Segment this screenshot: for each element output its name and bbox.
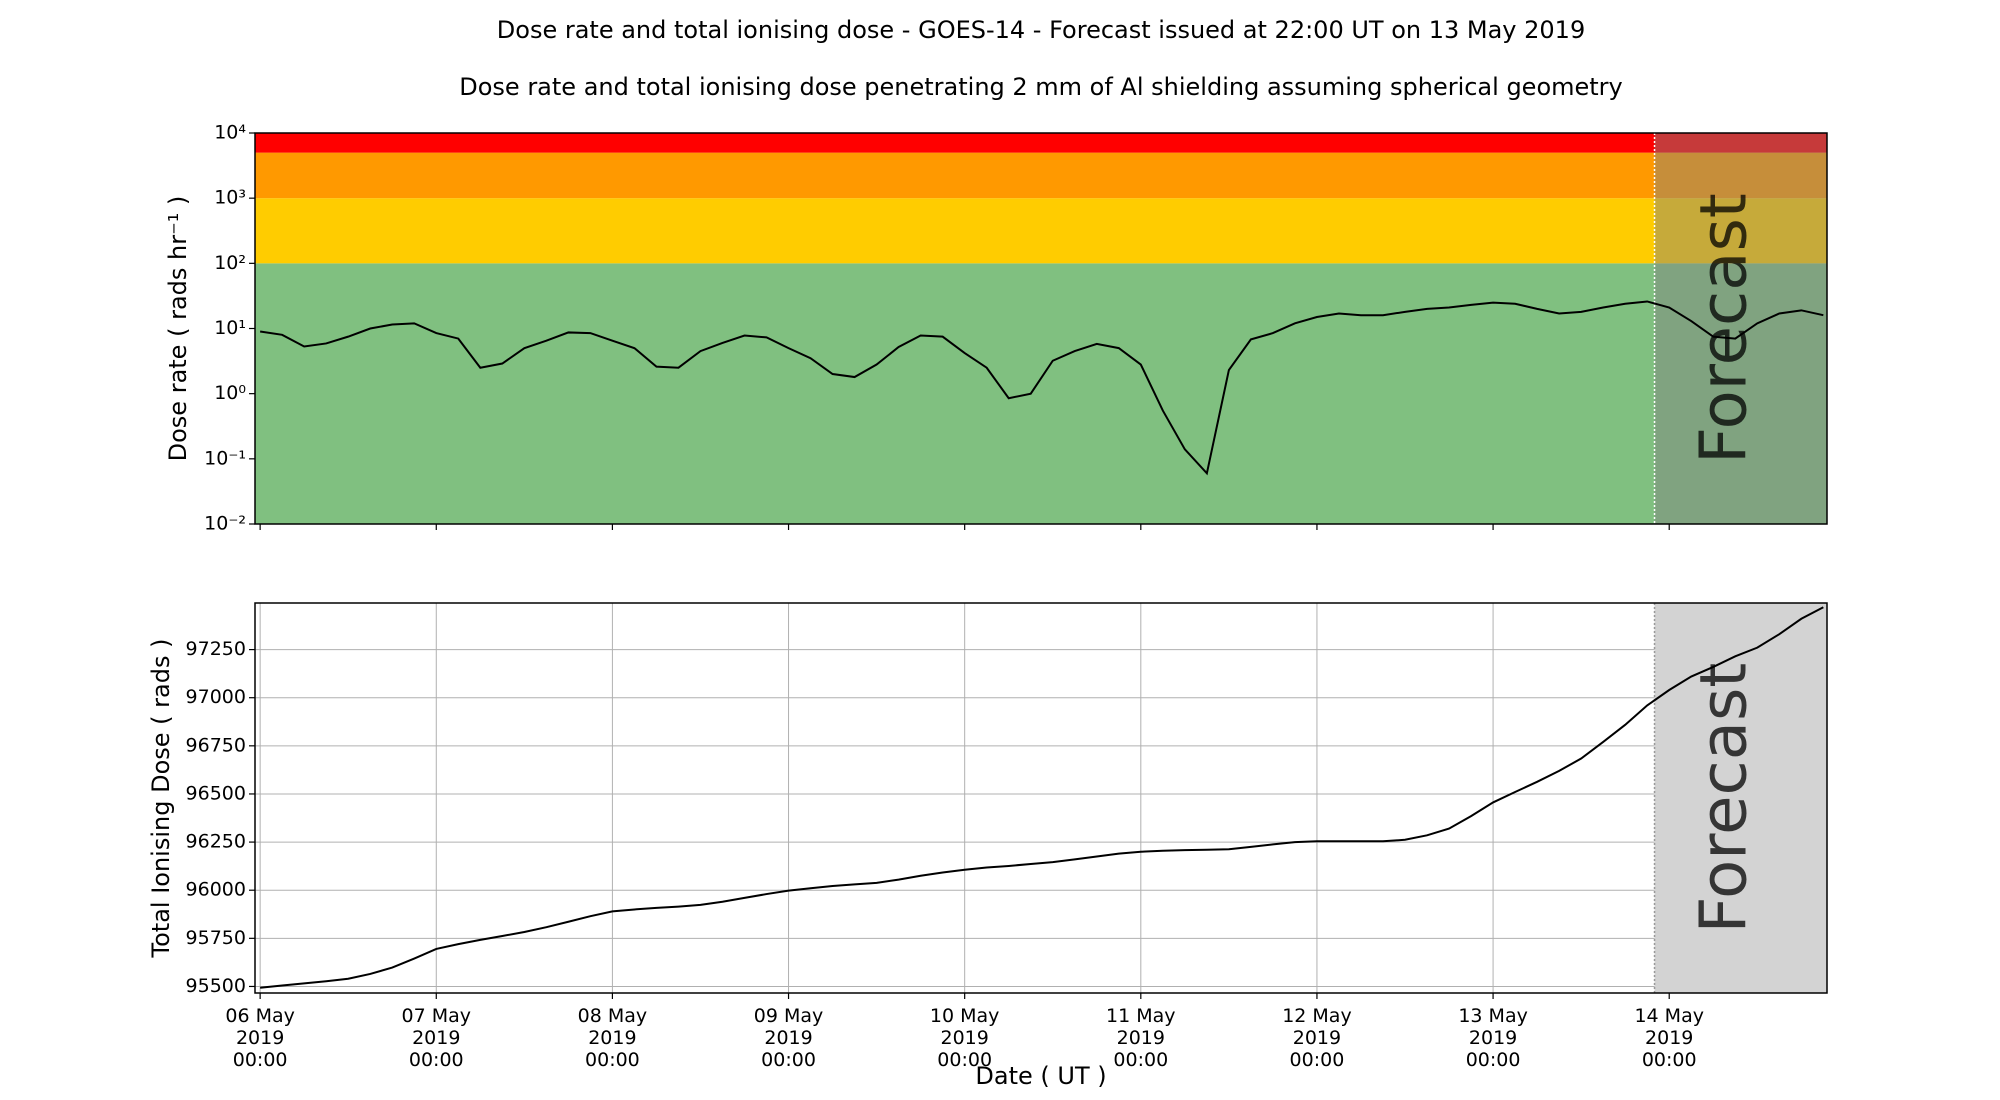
y-tick-label: 96500 [186, 782, 246, 804]
alert-band [255, 263, 1827, 524]
x-tick-label-line: 00:00 [585, 1049, 640, 1071]
y-tick-label: 10⁴ [214, 122, 246, 144]
x-tick-label-line: 06 May [225, 1005, 295, 1027]
x-tick-label-line: 2019 [588, 1027, 636, 1049]
x-tick-label-line: 2019 [1117, 1027, 1165, 1049]
y-tick-label: 95750 [186, 927, 246, 949]
x-tick-label-line: 10 May [930, 1005, 1000, 1027]
y-tick-label: 10⁰ [214, 382, 246, 404]
x-tick-label-line: 07 May [402, 1005, 472, 1027]
y-tick-label: 97250 [186, 638, 246, 660]
x-tick-label-line: 00:00 [1466, 1049, 1521, 1071]
data-line [259, 300, 1824, 476]
x-tick-label: 08 May 2019 00:00 [578, 1005, 648, 1071]
x-tick-label-line: 00:00 [937, 1049, 992, 1071]
x-tick-label: 11 May 2019 00:00 [1106, 1005, 1176, 1071]
figure-title: Dose rate and total ionising dose - GOES… [497, 16, 1585, 44]
y-tick-label: 97000 [186, 686, 246, 708]
x-tick-label-line: 00:00 [1290, 1049, 1345, 1071]
y-tick-label: 96750 [186, 734, 246, 756]
y-tick-label: 10¹ [214, 317, 246, 339]
y-tick-label: 95500 [186, 975, 246, 997]
x-tick-label: 13 May 2019 00:00 [1458, 1005, 1528, 1071]
x-tick-label-line: 14 May [1634, 1005, 1704, 1027]
x-tick-label-line: 00:00 [761, 1049, 816, 1071]
plot-frame [254, 602, 1828, 994]
x-tick-label-line: 12 May [1282, 1005, 1352, 1027]
y-tick-label: 10⁻² [204, 513, 246, 535]
y-tick-label: 10² [214, 252, 246, 274]
x-tick-label-line: 2019 [1469, 1027, 1517, 1049]
x-tick-label: 10 May 2019 00:00 [930, 1005, 1000, 1071]
x-tick-label-line: 08 May [578, 1005, 648, 1027]
x-axis-label: Date ( UT ) [975, 1062, 1106, 1090]
x-tick-label-line: 2019 [1293, 1027, 1341, 1049]
x-tick-label-line: 2019 [236, 1027, 284, 1049]
y-tick-label: 10⁻¹ [204, 447, 246, 469]
y-tick-label: 96250 [186, 831, 246, 853]
alert-band [255, 152, 1827, 199]
x-tick-label-line: 00:00 [1113, 1049, 1168, 1071]
figure-subtitle: Dose rate and total ionising dose penetr… [459, 73, 1623, 101]
x-tick-label: 14 May 2019 00:00 [1634, 1005, 1704, 1071]
x-tick-label-line: 2019 [764, 1027, 812, 1049]
x-tick-label-line: 00:00 [409, 1049, 464, 1071]
x-tick-label: 06 May 2019 00:00 [225, 1005, 295, 1071]
x-tick-label-line: 2019 [412, 1027, 460, 1049]
x-tick-label-line: 13 May [1458, 1005, 1528, 1027]
y-tick-label: 10³ [214, 187, 246, 209]
x-tick-label-line: 00:00 [233, 1049, 288, 1071]
y-axis-label: Total Ionising Dose ( rads ) [147, 639, 175, 959]
x-tick-label: 09 May 2019 00:00 [754, 1005, 824, 1071]
forecast-label: Forecast [1688, 663, 1762, 934]
x-tick-label-line: 00:00 [1642, 1049, 1697, 1071]
x-tick-label: 07 May 2019 00:00 [402, 1005, 472, 1071]
data-line [260, 606, 1824, 989]
x-tick-label-line: 11 May [1106, 1005, 1176, 1027]
y-tick-label: 96000 [186, 879, 246, 901]
forecast-region [1654, 603, 1827, 993]
x-tick-label-line: 2019 [940, 1027, 988, 1049]
x-tick-label-line: 2019 [1645, 1027, 1693, 1049]
y-axis-label: Dose rate ( rads hr⁻¹ ) [164, 196, 192, 462]
forecast-region [1654, 133, 1827, 524]
alert-band [255, 133, 1827, 153]
x-tick-label: 12 May 2019 00:00 [1282, 1005, 1352, 1071]
x-tick-label-line: 09 May [754, 1005, 824, 1027]
alert-band [255, 198, 1827, 264]
